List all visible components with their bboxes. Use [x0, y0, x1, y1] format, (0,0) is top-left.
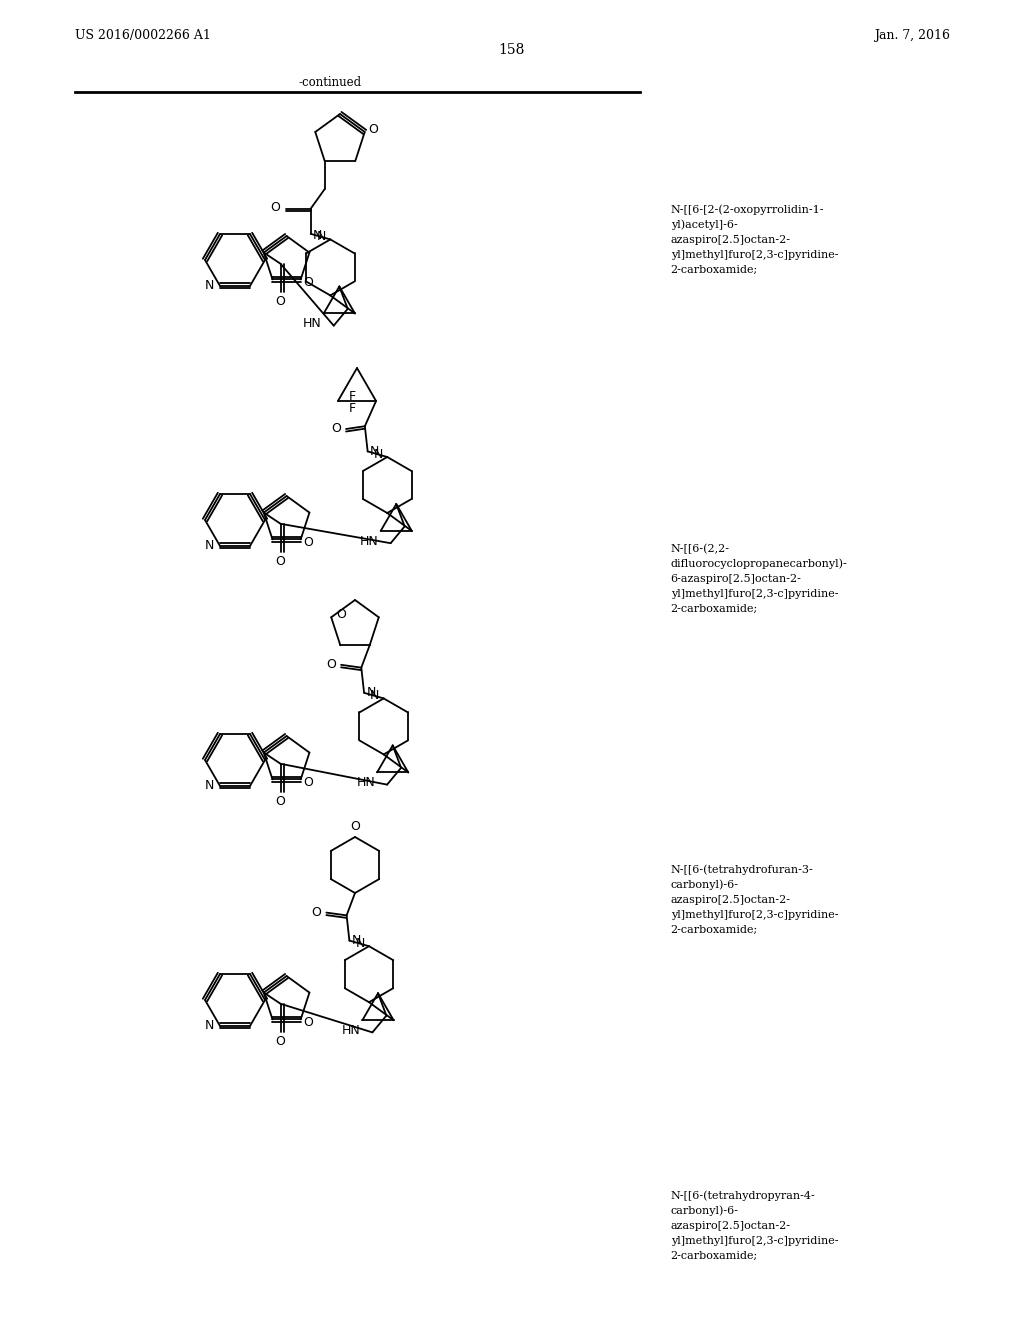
Text: N: N	[367, 686, 376, 700]
Text: O: O	[303, 776, 312, 789]
Text: 6-azaspiro[2.5]octan-2-: 6-azaspiro[2.5]octan-2-	[671, 574, 802, 583]
Text: N: N	[205, 1019, 214, 1032]
Text: N: N	[370, 689, 379, 702]
Text: carbonyl)-6-: carbonyl)-6-	[671, 1205, 738, 1216]
Text: O: O	[327, 659, 336, 672]
Text: O: O	[350, 820, 360, 833]
Text: HN: HN	[359, 535, 379, 548]
Text: yl]methyl]furo[2,3-c]pyridine-: yl]methyl]furo[2,3-c]pyridine-	[671, 249, 839, 260]
Text: O: O	[275, 296, 286, 309]
Text: HN: HN	[356, 776, 375, 789]
Text: O: O	[331, 422, 341, 436]
Text: O: O	[303, 1016, 312, 1028]
Text: O: O	[275, 1035, 286, 1048]
Text: Jan. 7, 2016: Jan. 7, 2016	[874, 29, 950, 41]
Text: yl]methyl]furo[2,3-c]pyridine-: yl]methyl]furo[2,3-c]pyridine-	[671, 909, 839, 920]
Text: 2-carboxamide;: 2-carboxamide;	[671, 924, 758, 935]
Text: 2-carboxamide;: 2-carboxamide;	[671, 264, 758, 275]
Text: 2-carboxamide;: 2-carboxamide;	[671, 1250, 758, 1261]
Text: O: O	[275, 795, 286, 808]
Text: carbonyl)-6-: carbonyl)-6-	[671, 879, 738, 890]
Text: N: N	[355, 937, 365, 949]
Text: N: N	[205, 280, 214, 293]
Text: N: N	[374, 447, 383, 461]
Text: N: N	[316, 230, 326, 243]
Text: N: N	[370, 445, 379, 458]
Text: N: N	[205, 780, 214, 792]
Text: O: O	[270, 201, 281, 214]
Text: HN: HN	[342, 1024, 360, 1038]
Text: N: N	[351, 935, 361, 948]
Text: yl]methyl]furo[2,3-c]pyridine-: yl]methyl]furo[2,3-c]pyridine-	[671, 1236, 839, 1246]
Text: O: O	[275, 556, 286, 569]
Text: azaspiro[2.5]octan-2-: azaspiro[2.5]octan-2-	[671, 235, 791, 244]
Text: N-[[6-[2-(2-oxopyrrolidin-1-: N-[[6-[2-(2-oxopyrrolidin-1-	[671, 205, 824, 215]
Text: HN: HN	[303, 317, 322, 330]
Text: 158: 158	[499, 44, 525, 57]
Text: yl]methyl]furo[2,3-c]pyridine-: yl]methyl]furo[2,3-c]pyridine-	[671, 589, 839, 599]
Text: N: N	[205, 540, 214, 553]
Text: O: O	[303, 536, 312, 549]
Text: F: F	[348, 389, 355, 403]
Text: N-[[6-(tetrahydropyran-4-: N-[[6-(tetrahydropyran-4-	[671, 1191, 815, 1201]
Text: azaspiro[2.5]octan-2-: azaspiro[2.5]octan-2-	[671, 1221, 791, 1230]
Text: yl)acetyl]-6-: yl)acetyl]-6-	[671, 219, 737, 230]
Text: N-[[6-(2,2-: N-[[6-(2,2-	[671, 544, 730, 554]
Text: O: O	[368, 124, 378, 136]
Text: N-[[6-(tetrahydrofuran-3-: N-[[6-(tetrahydrofuran-3-	[671, 865, 813, 875]
Text: O: O	[311, 906, 322, 919]
Text: O: O	[336, 607, 346, 620]
Text: US 2016/0002266 A1: US 2016/0002266 A1	[75, 29, 211, 41]
Text: difluorocyclopropanecarbonyl)-: difluorocyclopropanecarbonyl)-	[671, 558, 848, 569]
Text: O: O	[303, 276, 312, 289]
Text: azaspiro[2.5]octan-2-: azaspiro[2.5]octan-2-	[671, 895, 791, 904]
Text: N: N	[313, 230, 323, 243]
Text: F: F	[348, 403, 355, 416]
Text: 2-carboxamide;: 2-carboxamide;	[671, 603, 758, 614]
Text: -continued: -continued	[298, 75, 361, 88]
